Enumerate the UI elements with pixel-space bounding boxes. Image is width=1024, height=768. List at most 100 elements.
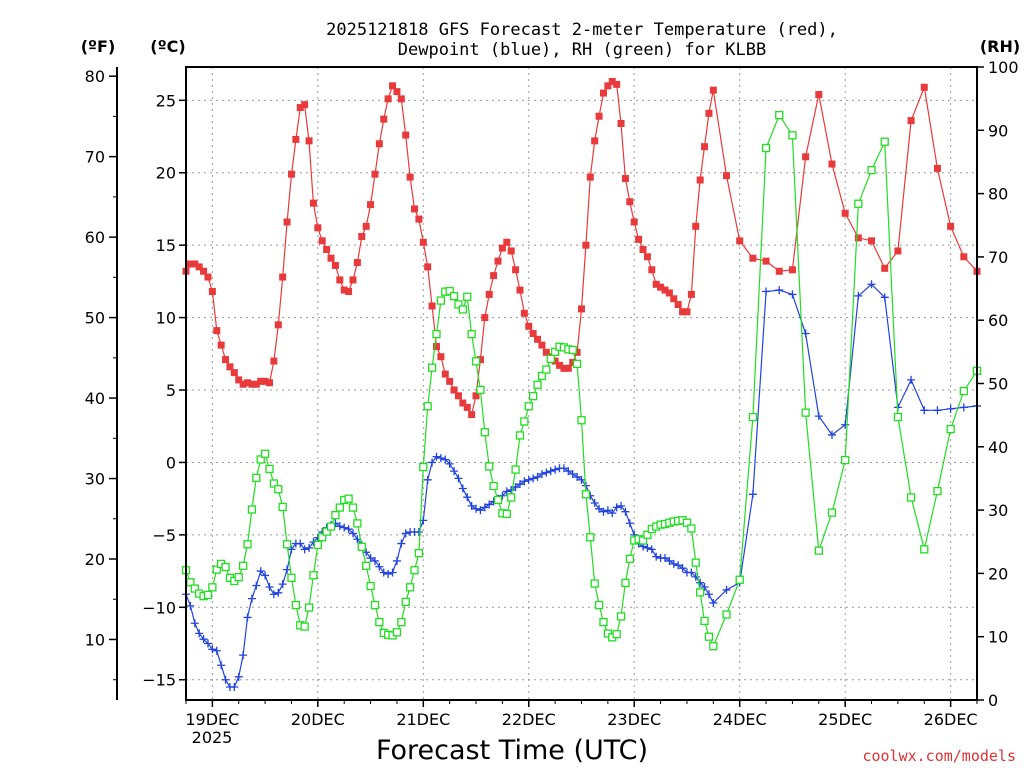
- rh-point: [520, 417, 529, 426]
- temperature-point: [630, 218, 638, 226]
- rh-point: [696, 588, 705, 597]
- temperature-series-line: [185, 80, 978, 417]
- rh-point: [761, 143, 771, 153]
- rh-point: [586, 533, 595, 542]
- rh-point: [397, 617, 406, 627]
- dewpoint-point: [933, 406, 942, 415]
- temperature-point: [494, 257, 502, 265]
- rh-point: [405, 583, 415, 592]
- rh-point: [489, 481, 498, 491]
- dewpoint-point: [841, 420, 850, 429]
- dewpoint-point: [814, 412, 823, 421]
- dewpoint-point: [199, 635, 208, 644]
- dewpoint-point: [247, 594, 256, 603]
- temperature-point: [507, 247, 515, 255]
- temperature-point: [191, 260, 199, 268]
- temperature-point: [213, 327, 221, 335]
- dewpoint-point: [463, 493, 472, 502]
- fahrenheit-tick-label: 40: [85, 389, 105, 408]
- temperature-point: [626, 198, 634, 206]
- temperature-point: [657, 283, 665, 291]
- dewpoint-point: [551, 465, 560, 474]
- temperature-point: [947, 222, 955, 230]
- temperature-point: [327, 254, 335, 262]
- dewpoint-point: [450, 467, 459, 476]
- temperature-point: [512, 266, 520, 274]
- fahrenheit-tick-label: 70: [85, 148, 105, 167]
- temperature-point: [380, 115, 388, 123]
- temperature-point: [222, 356, 230, 364]
- dewpoint-point: [559, 464, 568, 473]
- temperature-point: [586, 173, 594, 181]
- temperature-point: [432, 343, 440, 351]
- fahrenheit-axis-label: (ºF): [81, 37, 116, 56]
- dewpoint-point: [234, 672, 243, 681]
- dewpoint-point: [230, 682, 239, 691]
- rh-point: [282, 540, 292, 549]
- dewpoint-point: [542, 468, 551, 477]
- temperature-point: [419, 238, 427, 246]
- dewpoint-point: [643, 543, 652, 552]
- dewpoint-point: [524, 475, 533, 484]
- temperature-point: [564, 364, 572, 372]
- temperature-point: [441, 370, 449, 378]
- rh-point: [709, 642, 718, 651]
- rh-point: [432, 329, 441, 339]
- rh-tick-label: 40: [988, 438, 1008, 457]
- temperature-point: [340, 286, 348, 294]
- rh-point: [436, 296, 446, 305]
- rh-point: [485, 462, 494, 471]
- temperature-point: [516, 286, 524, 294]
- temperature-point: [595, 112, 603, 120]
- watermark: coolwx.com/models: [862, 747, 1016, 765]
- rh-point: [274, 485, 283, 494]
- rh-point: [880, 137, 889, 146]
- rh-point: [467, 329, 476, 339]
- temperature-point: [384, 95, 392, 103]
- temperature-point: [274, 321, 282, 329]
- rh-point: [318, 533, 327, 542]
- rh-point: [621, 578, 630, 588]
- dewpoint-point: [788, 290, 797, 299]
- temperature-point: [287, 170, 295, 178]
- rh-point: [331, 511, 340, 520]
- rh-point: [423, 402, 432, 411]
- rh-point: [366, 581, 375, 591]
- temperature-point: [775, 267, 783, 275]
- rh-point: [700, 616, 709, 626]
- rh-series-line: [185, 113, 978, 648]
- dewpoint-point: [617, 501, 626, 510]
- rh-point: [775, 110, 784, 120]
- dewpoint-point: [441, 455, 450, 464]
- temperature-point: [788, 266, 796, 274]
- rh-point: [304, 603, 314, 612]
- temperature-point: [608, 77, 616, 85]
- temperature-point: [569, 358, 577, 366]
- temperature-point: [960, 253, 968, 261]
- temperature-point: [367, 201, 375, 209]
- temperature-point: [701, 143, 709, 151]
- rh-point: [458, 305, 468, 314]
- dewpoint-point: [946, 404, 955, 413]
- fahrenheit-tick-label: 60: [85, 228, 105, 247]
- temperature-point: [828, 160, 836, 168]
- rh-point: [401, 597, 410, 607]
- rh-point: [344, 494, 353, 503]
- temperature-point: [709, 86, 717, 94]
- rh-point: [533, 380, 542, 389]
- x-tick-label: 25DEC: [818, 710, 872, 729]
- temperature-point: [604, 82, 612, 90]
- rh-point: [322, 527, 331, 536]
- x-tick-label: 22DEC: [502, 710, 556, 729]
- rh-point: [335, 503, 344, 512]
- dewpoint-point: [397, 539, 406, 548]
- rh-point: [599, 617, 608, 627]
- year-label: 2025: [192, 728, 233, 747]
- plot-frame: [185, 66, 978, 701]
- chart-title-line-1: 2025121818 GFS Forecast 2-meter Temperat…: [326, 20, 838, 40]
- dewpoint-point: [388, 568, 397, 577]
- temperature-point: [235, 376, 243, 384]
- temperature-point: [472, 392, 480, 400]
- dewpoint-point: [305, 543, 314, 552]
- rh-point: [594, 600, 604, 610]
